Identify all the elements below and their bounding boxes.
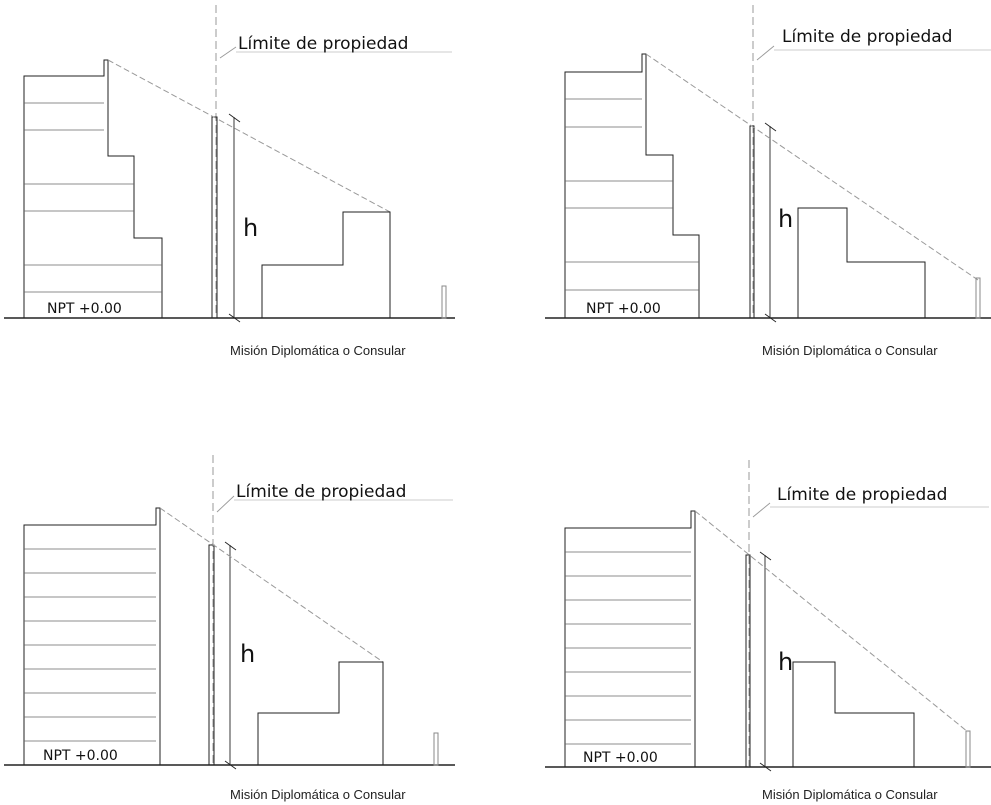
panel-1: Límite de propiedad h NPT +0.00 Misión D… bbox=[4, 5, 455, 358]
setback-diagonal bbox=[694, 510, 969, 733]
stepped-building bbox=[564, 53, 700, 318]
neighbor-building bbox=[792, 661, 915, 767]
tall-building bbox=[23, 507, 161, 765]
property-limit-label: Límite de propiedad bbox=[777, 485, 947, 505]
height-label: h bbox=[778, 648, 793, 676]
height-label: h bbox=[240, 640, 255, 668]
leader-line bbox=[752, 502, 771, 518]
floor-lines bbox=[565, 98, 699, 291]
stepped-building bbox=[23, 59, 163, 318]
small-post bbox=[975, 277, 981, 319]
small-post bbox=[441, 285, 447, 319]
small-post bbox=[433, 732, 439, 766]
property-limit-label: Límite de propiedad bbox=[782, 27, 952, 47]
panel-caption: Misión Diplomática o Consular bbox=[230, 343, 406, 358]
level-label: NPT +0.00 bbox=[583, 750, 658, 766]
neighbor-building bbox=[257, 661, 384, 765]
leader-line bbox=[756, 45, 775, 61]
panel-caption: Misión Diplomática o Consular bbox=[762, 787, 938, 802]
level-label: NPT +0.00 bbox=[43, 748, 118, 764]
floor-lines bbox=[24, 548, 156, 742]
property-limit-label: Límite de propiedad bbox=[236, 482, 406, 502]
panel-4: Límite de propiedad h NPT +0.00 Misión D… bbox=[545, 460, 991, 802]
panel-caption: Misión Diplomática o Consular bbox=[230, 787, 406, 802]
height-label: h bbox=[243, 214, 258, 242]
small-post bbox=[965, 730, 971, 768]
panel-caption: Misión Diplomática o Consular bbox=[762, 343, 938, 358]
tall-building bbox=[564, 510, 696, 767]
boundary-wall bbox=[208, 544, 215, 766]
setback-diagonal bbox=[159, 507, 384, 663]
setback-diagonal bbox=[107, 59, 391, 213]
leader-line bbox=[219, 46, 237, 59]
level-label: NPT +0.00 bbox=[47, 301, 122, 317]
floor-lines bbox=[565, 551, 691, 745]
height-label: h bbox=[778, 205, 793, 233]
boundary-wall bbox=[745, 554, 751, 768]
level-label: NPT +0.00 bbox=[586, 301, 661, 317]
panel-2: Límite de propiedad h NPT +0.00 Misión D… bbox=[545, 5, 991, 358]
setback-diagonal bbox=[645, 53, 979, 281]
leader-line bbox=[216, 495, 235, 513]
panel-3: Límite de propiedad h NPT +0.00 Misión D… bbox=[4, 455, 455, 802]
neighbor-building bbox=[797, 207, 926, 318]
floor-lines bbox=[24, 102, 162, 293]
property-limit-label: Límite de propiedad bbox=[238, 34, 408, 54]
neighbor-building bbox=[261, 211, 391, 318]
